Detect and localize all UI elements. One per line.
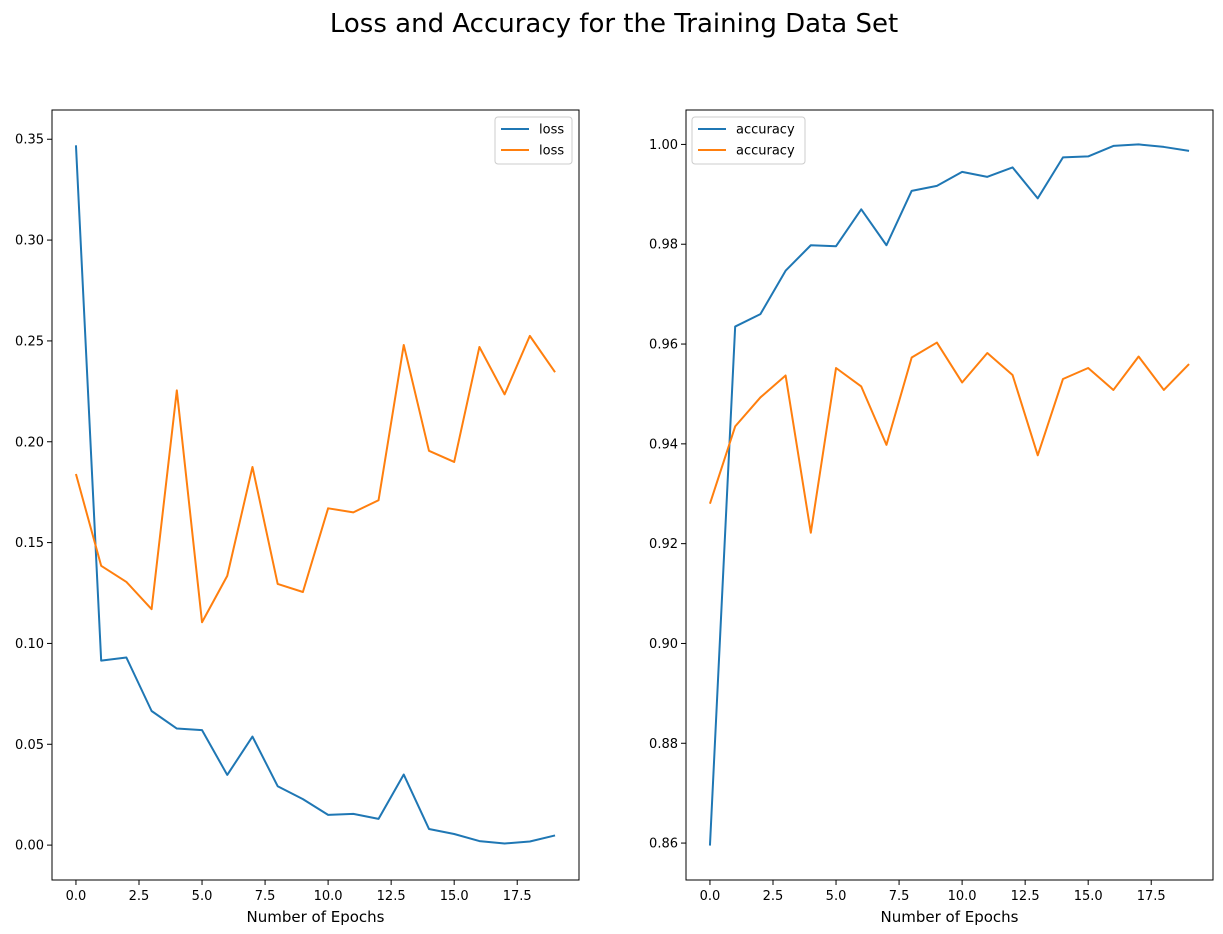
loss-x-tick-label: 17.5 bbox=[503, 889, 532, 904]
accuracy-series-line-2 bbox=[708, 341, 1190, 534]
accuracy-x-tick-label: 12.5 bbox=[1011, 889, 1040, 904]
loss-y-tick-label: 0.10 bbox=[15, 637, 44, 652]
loss-legend-label-2: loss bbox=[539, 144, 564, 159]
loss-legend: loss loss bbox=[494, 116, 573, 165]
accuracy-x-tick-label: 17.5 bbox=[1137, 889, 1166, 904]
accuracy-axes-frame bbox=[685, 109, 1214, 881]
loss-x-tick-label: 10.0 bbox=[314, 889, 343, 904]
accuracy-y-tick-label: 1.00 bbox=[649, 138, 678, 153]
loss-y-tick-label: 0.05 bbox=[15, 738, 44, 753]
loss-x-tick-label: 5.0 bbox=[192, 889, 213, 904]
accuracy-series-line-1 bbox=[708, 143, 1190, 846]
accuracy-y-tick-label: 0.94 bbox=[649, 437, 678, 452]
figure-suptitle: Loss and Accuracy for the Training Data … bbox=[330, 9, 898, 39]
accuracy-x-tick-label: 7.5 bbox=[889, 889, 910, 904]
accuracy-y-tick-label: 0.88 bbox=[649, 737, 678, 752]
loss-y-tick-label: 0.20 bbox=[15, 435, 44, 450]
loss-series-line-2 bbox=[74, 334, 556, 624]
accuracy-x-axis-label: Number of Epochs bbox=[881, 908, 1019, 926]
accuracy-x-tick-label: 10.0 bbox=[948, 889, 977, 904]
loss-legend-label-1: loss bbox=[539, 123, 564, 138]
accuracy-x-tick-label: 5.0 bbox=[826, 889, 847, 904]
loss-subplot: 0.0 2.5 5.0 7.5 10.0 12.5 15.0 17.5 0.00 0.05 0.10… bbox=[15, 109, 580, 926]
loss-x-tick-label: 12.5 bbox=[377, 889, 406, 904]
loss-axes-frame bbox=[51, 109, 580, 881]
loss-y-tick-label: 0.30 bbox=[15, 234, 44, 249]
loss-y-tick-label: 0.15 bbox=[15, 536, 44, 551]
loss-x-tick-label: 7.5 bbox=[255, 889, 276, 904]
accuracy-y-tick-label: 0.92 bbox=[649, 537, 678, 552]
loss-y-tick-label: 0.00 bbox=[15, 839, 44, 854]
loss-x-tick-label: 0.0 bbox=[66, 889, 87, 904]
accuracy-x-tick-label: 2.5 bbox=[763, 889, 784, 904]
accuracy-x-tick-label: 0.0 bbox=[700, 889, 721, 904]
accuracy-legend: accuracy accuracy bbox=[691, 116, 806, 165]
accuracy-x-tick-label: 15.0 bbox=[1074, 889, 1103, 904]
accuracy-y-tick-label: 0.96 bbox=[649, 338, 678, 353]
loss-series-line-1 bbox=[74, 145, 556, 845]
accuracy-subplot: 0.0 2.5 5.0 7.5 10.0 12.5 15.0 17.5 0.86 0.88 0.90… bbox=[649, 109, 1214, 926]
accuracy-legend-label-2: accuracy bbox=[736, 144, 795, 159]
loss-x-axis-label: Number of Epochs bbox=[247, 908, 385, 926]
accuracy-y-tick-label: 0.98 bbox=[649, 238, 678, 253]
loss-y-tick-label: 0.35 bbox=[15, 133, 44, 148]
accuracy-y-tick-label: 0.86 bbox=[649, 837, 678, 852]
loss-y-tick-label: 0.25 bbox=[15, 334, 44, 349]
loss-x-tick-label: 15.0 bbox=[440, 889, 469, 904]
accuracy-legend-label-1: accuracy bbox=[736, 123, 795, 138]
loss-x-tick-label: 2.5 bbox=[129, 889, 150, 904]
accuracy-y-tick-label: 0.90 bbox=[649, 637, 678, 652]
